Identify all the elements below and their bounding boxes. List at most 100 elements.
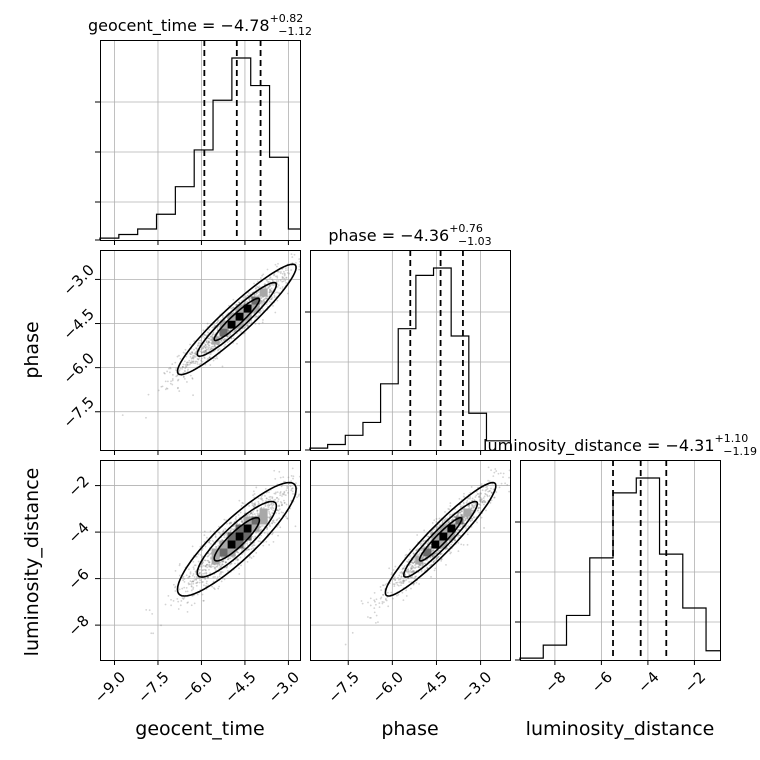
scatter-point: [258, 285, 261, 288]
scatter-point: [238, 573, 241, 575]
scatter-point: [261, 494, 264, 497]
scatter-point: [485, 509, 487, 512]
scatter-point: [203, 350, 206, 353]
scatter-point: [272, 521, 275, 523]
scatter-point: [204, 334, 207, 337]
scatter-point: [214, 569, 217, 572]
scatter-point: [281, 493, 284, 496]
scatter-point: [209, 335, 212, 338]
scatter-point: [431, 549, 434, 552]
scatter-point: [184, 366, 187, 369]
ticks-layer: −9.0 −7.5 −6.0 −4.5 −3.0 −7.5 −6.0 −4.5 −3.0 −8 −6…: [59, 101, 709, 707]
scatter-point: [454, 526, 457, 528]
scatter-point: [351, 631, 354, 634]
scatter-point: [269, 288, 272, 291]
scatter-point: [246, 294, 249, 297]
scatter-point: [361, 602, 364, 605]
scatter-point: [429, 532, 432, 535]
scatter-point: [185, 365, 188, 368]
scatter-point: [214, 576, 216, 578]
scatter-point: [200, 563, 203, 565]
scatter-point: [274, 263, 277, 266]
scatter-point: [482, 500, 485, 502]
scatter-point: [257, 500, 260, 503]
scatter-point: [187, 583, 190, 586]
scatter-point: [398, 578, 400, 581]
scatter-point: [269, 289, 271, 292]
scatter-point: [264, 297, 266, 300]
scatter-point: [412, 569, 415, 572]
scatter-point: [415, 581, 418, 584]
scatter-point: [264, 287, 267, 289]
scatter-point: [393, 576, 396, 579]
scatter-point: [271, 522, 273, 524]
scatter-point: [360, 600, 363, 602]
scatter-point: [424, 562, 426, 565]
grid-hist-geocent-time: [100, 40, 300, 240]
scatter-point: [402, 581, 405, 584]
scatter-point: [282, 476, 285, 479]
scatter-point: [285, 269, 287, 272]
scatter-point: [262, 319, 264, 321]
scatter-point: [207, 343, 209, 346]
scatter-point: [186, 381, 188, 383]
scatter-point: [266, 528, 269, 531]
scatter-point: [408, 573, 411, 576]
scatter-point: [170, 380, 172, 383]
scatter-point: [208, 340, 210, 342]
scatter-point: [221, 538, 223, 541]
scatter-point: [466, 543, 469, 546]
scatter-point: [271, 504, 274, 507]
scatter-point: [198, 363, 201, 366]
scatter-point: [295, 482, 297, 485]
xtick-label-phase: −6.0: [369, 668, 407, 706]
scatter-point: [210, 566, 212, 569]
scatter-point: [265, 303, 268, 306]
scatter-point: [191, 352, 194, 355]
scatter-point: [286, 517, 289, 520]
scatter-point: [486, 485, 489, 488]
scatter-point: [390, 572, 393, 574]
scatter-point: [259, 497, 262, 500]
panel-frame-0-0: [100, 40, 301, 241]
scatter-point: [212, 565, 214, 568]
scatter-point: [408, 580, 411, 583]
scatter-point: [206, 576, 209, 579]
scatter-point: [241, 520, 243, 523]
scatter-point: [260, 300, 263, 302]
scatter-point: [259, 312, 262, 314]
scatter-point: [208, 563, 211, 566]
scatter-point: [192, 582, 195, 585]
scatter-point: [414, 576, 416, 579]
scatter-point: [199, 362, 202, 365]
scatter-point: [183, 596, 186, 599]
scatter-point: [283, 247, 285, 249]
scatter-point: [229, 563, 231, 566]
scatter-point: [264, 283, 266, 285]
scatter-point: [228, 557, 231, 560]
scatter-point: [195, 353, 197, 356]
scatter-point: [273, 499, 275, 502]
scatter-point: [259, 302, 262, 305]
scatter-point: [189, 355, 192, 358]
scatter-point: [413, 561, 416, 564]
scatter-point: [427, 567, 429, 569]
scatter-point: [278, 470, 281, 473]
scatter-point: [414, 564, 417, 567]
scatter-point: [176, 374, 179, 377]
scatter-point: [459, 511, 462, 514]
scatter-point: [220, 564, 223, 567]
scatter-point: [187, 582, 190, 584]
scatter-point: [448, 520, 451, 522]
scatter-point: [272, 541, 275, 543]
scatter-point: [187, 361, 190, 364]
scatter-point: [322, 464, 324, 466]
scatter-point: [193, 352, 196, 355]
scatter-point: [190, 360, 193, 363]
scatter-point: [255, 551, 258, 554]
scatter-point: [235, 551, 238, 553]
scatter-point: [221, 563, 224, 566]
scatter-point: [241, 501, 244, 504]
scatter-point: [260, 301, 263, 304]
scatter-point: [306, 475, 308, 477]
